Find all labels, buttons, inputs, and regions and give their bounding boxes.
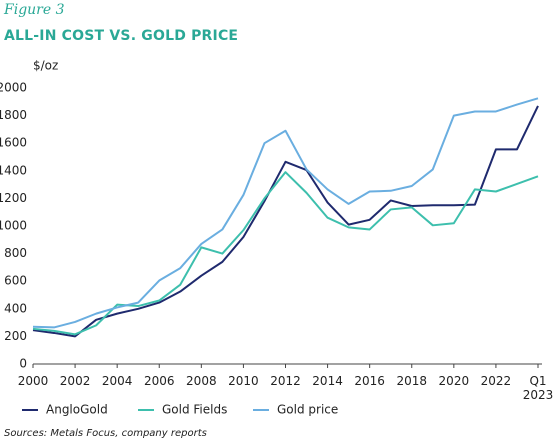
figure-label: Figure 3 — [4, 2, 65, 18]
x-tick-label: 2000 — [17, 374, 49, 388]
x-tick-label: 2020 — [438, 374, 470, 388]
y-tick-label: 200 — [4, 329, 27, 343]
x-tick-label: 2022 — [480, 374, 512, 388]
legend-label: AngloGold — [46, 403, 108, 417]
y-tick-label: 400 — [4, 301, 27, 315]
x-tick-label: 2006 — [143, 374, 175, 388]
y-tick-label: 1000 — [0, 219, 27, 233]
x-tick-label: 2018 — [396, 374, 428, 388]
x-tick-label: 2004 — [101, 374, 133, 388]
series-line — [32, 97, 539, 329]
chart-title: ALL-IN COST VS. GOLD PRICE — [4, 28, 239, 44]
series-line — [32, 105, 539, 338]
y-tick-label: 1400 — [0, 163, 27, 177]
y-tick-label: 1600 — [0, 136, 27, 150]
x-tick-label: 2014 — [312, 374, 343, 388]
y-tick-label: 2000 — [0, 81, 27, 95]
y-tick-label: 600 — [4, 274, 27, 288]
x-tick-label: 2012 — [270, 374, 301, 388]
legend-label: Gold Fields — [162, 403, 227, 417]
x-tick-label: Q1 2023 — [522, 374, 554, 402]
x-tick-label: 2016 — [354, 374, 385, 388]
y-tick-label: 1200 — [0, 191, 27, 205]
y-tick-label: 1800 — [0, 108, 27, 122]
x-tick-label: 2002 — [59, 374, 91, 388]
y-tick-label: 800 — [4, 246, 27, 260]
y-axis-label: $/oz — [33, 59, 58, 73]
series-line — [32, 171, 539, 336]
x-tick-label: 2008 — [186, 374, 217, 388]
y-tick-label: 0 — [19, 357, 27, 371]
legend-label: Gold price — [277, 403, 338, 417]
x-tick-label: 2010 — [228, 374, 259, 388]
source: Sources: Metals Focus, company reports — [4, 428, 207, 439]
